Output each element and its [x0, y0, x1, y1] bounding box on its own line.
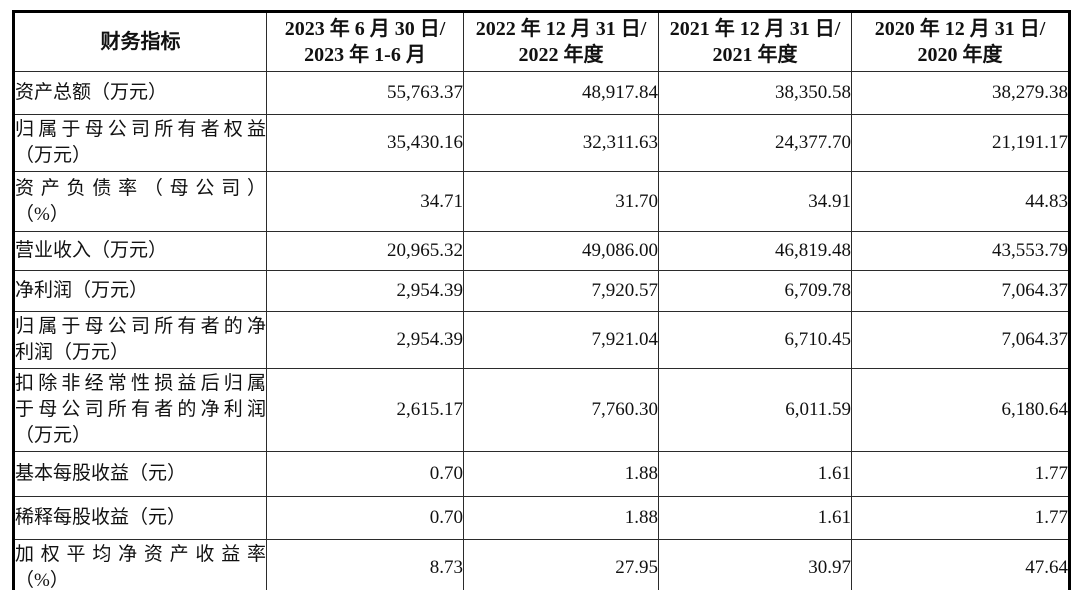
cell-value: 30.97 — [658, 539, 852, 590]
cell-value: 6,180.64 — [851, 368, 1070, 452]
cell-value: 2,615.17 — [266, 368, 464, 452]
cell-value: 34.91 — [658, 171, 852, 232]
header-line: 2021 年 12 月 31 日/ — [669, 18, 841, 40]
cell-value: 2,954.39 — [266, 270, 464, 312]
table-row: 稀释每股收益（元） 0.70 1.88 1.61 1.77 — [13, 496, 1070, 540]
row-label-line: （%） — [15, 570, 69, 590]
header-line: 2022 年 12 月 31 日/ — [475, 18, 647, 40]
cell-value: 21,191.17 — [851, 114, 1070, 172]
row-label-line: （万元） — [15, 425, 92, 446]
cell-value: 34.71 — [266, 171, 464, 232]
column-header-period: 2023 年 6 月 30 日/2023 年 1-6 月 — [266, 11, 464, 72]
cell-value: 2,954.39 — [266, 311, 464, 369]
row-label-line: （万元） — [15, 145, 92, 166]
row-label: 营业收入（万元） — [13, 231, 267, 271]
header-line: 2020 年 12 月 31 日/ — [874, 18, 1046, 40]
row-label: 净利润（万元） — [13, 270, 267, 312]
row-label-line: 净利润（万元） — [15, 280, 149, 301]
cell-value: 0.70 — [266, 451, 464, 497]
cell-value: 8.73 — [266, 539, 464, 590]
row-label-line: 稀释每股收益（元） — [15, 507, 187, 528]
row-label: 基本每股收益（元） — [13, 451, 267, 497]
header-line: 2022 年度 — [518, 44, 604, 66]
header-line: 2023 年 6 月 30 日/ — [284, 18, 446, 40]
cell-value: 20,965.32 — [266, 231, 464, 271]
cell-value: 7,760.30 — [463, 368, 659, 452]
cell-value: 6,709.78 — [658, 270, 852, 312]
header-line: 2021 年度 — [712, 44, 798, 66]
table-row: 净利润（万元） 2,954.39 7,920.57 6,709.78 7,064.37 — [13, 270, 1070, 312]
header-line: 2020 年度 — [917, 44, 1003, 66]
header-line: 2023 年 1-6 月 — [304, 44, 426, 66]
cell-value: 31.70 — [463, 171, 659, 232]
cell-value: 7,920.57 — [463, 270, 659, 312]
cell-value: 49,086.00 — [463, 231, 659, 271]
cell-value: 38,350.58 — [658, 71, 852, 115]
table-row: 归属于母公司所有者的净 利润（万元） 2,954.39 7,921.04 6,710.4… — [13, 311, 1070, 369]
cell-value: 7,064.37 — [851, 270, 1070, 312]
cell-value: 27.95 — [463, 539, 659, 590]
cell-value: 1.77 — [851, 496, 1070, 540]
cell-value: 6,011.59 — [658, 368, 852, 452]
cell-value: 1.88 — [463, 496, 659, 540]
cell-value: 7,921.04 — [463, 311, 659, 369]
column-header-period: 2021 年 12 月 31 日/2021 年度 — [658, 11, 852, 72]
row-label-line: 归属于母公司所有者权益 — [15, 119, 266, 140]
cell-value: 48,917.84 — [463, 71, 659, 115]
row-label: 稀释每股收益（元） — [13, 496, 267, 540]
row-label: 资产负债率（母公司） （%） — [13, 171, 267, 232]
row-label: 资产总额（万元） — [13, 71, 267, 115]
cell-value: 44.83 — [851, 171, 1070, 232]
cell-value: 38,279.38 — [851, 71, 1070, 115]
cell-value: 43,553.79 — [851, 231, 1070, 271]
cell-value: 32,311.63 — [463, 114, 659, 172]
financial-indicators-table: 财务指标 2023 年 6 月 30 日/2023 年 1-6 月 2022 年 … — [12, 10, 1071, 590]
row-label: 加权平均净资产收益率 （%） — [13, 539, 267, 590]
cell-value: 35,430.16 — [266, 114, 464, 172]
column-header-indicator: 财务指标 — [13, 11, 267, 72]
cell-value: 46,819.48 — [658, 231, 852, 271]
row-label-line: （%） — [15, 203, 69, 225]
cell-value: 6,710.45 — [658, 311, 852, 369]
cell-value: 55,763.37 — [266, 71, 464, 115]
column-header-period: 2020 年 12 月 31 日/2020 年度 — [851, 11, 1070, 72]
row-label-line: 营业收入（万元） — [15, 240, 168, 261]
table-body: 资产总额（万元） 55,763.37 48,917.84 38,350.58 38,27… — [13, 71, 1070, 590]
column-header-period: 2022 年 12 月 31 日/2022 年度 — [463, 11, 659, 72]
table-row: 资产总额（万元） 55,763.37 48,917.84 38,350.58 38,27… — [13, 71, 1070, 115]
table-row: 资产负债率（母公司） （%） 34.71 31.70 34.91 44.83 — [13, 171, 1070, 232]
table-row: 扣除非经常性损益后归属 于母公司所有者的净利润 （万元） 2,615.17 7,760.… — [13, 368, 1070, 452]
row-label-line: 资产负债率（母公司） — [15, 177, 266, 199]
row-label-line: 基本每股收益（元） — [15, 463, 187, 484]
row-label: 归属于母公司所有者的净 利润（万元） — [13, 311, 267, 369]
cell-value: 1.88 — [463, 451, 659, 497]
table-row: 营业收入（万元） 20,965.32 49,086.00 46,819.48 43,55… — [13, 231, 1070, 271]
row-label-line: 于母公司所有者的净利润 — [15, 399, 266, 420]
cell-value: 0.70 — [266, 496, 464, 540]
cell-value: 1.61 — [658, 451, 852, 497]
row-label: 归属于母公司所有者权益 （万元） — [13, 114, 267, 172]
table-row: 归属于母公司所有者权益 （万元） 35,430.16 32,311.63 24,377.… — [13, 114, 1070, 172]
row-label-line: 利润（万元） — [15, 342, 130, 363]
cell-value: 7,064.37 — [851, 311, 1070, 369]
cell-value: 24,377.70 — [658, 114, 852, 172]
row-label-line: 资产总额（万元） — [15, 82, 168, 103]
table-header-row: 财务指标 2023 年 6 月 30 日/2023 年 1-6 月 2022 年 … — [13, 11, 1070, 72]
row-label-line: 加权平均净资产收益率 — [15, 544, 266, 565]
row-label-line: 归属于母公司所有者的净 — [15, 316, 266, 337]
table-row: 基本每股收益（元） 0.70 1.88 1.61 1.77 — [13, 451, 1070, 497]
cell-value: 1.61 — [658, 496, 852, 540]
row-label: 扣除非经常性损益后归属 于母公司所有者的净利润 （万元） — [13, 368, 267, 452]
table-row: 加权平均净资产收益率 （%） 8.73 27.95 30.97 47.64 — [13, 539, 1070, 590]
row-label-line: 扣除非经常性损益后归属 — [15, 373, 266, 394]
cell-value: 1.77 — [851, 451, 1070, 497]
cell-value: 47.64 — [851, 539, 1070, 590]
